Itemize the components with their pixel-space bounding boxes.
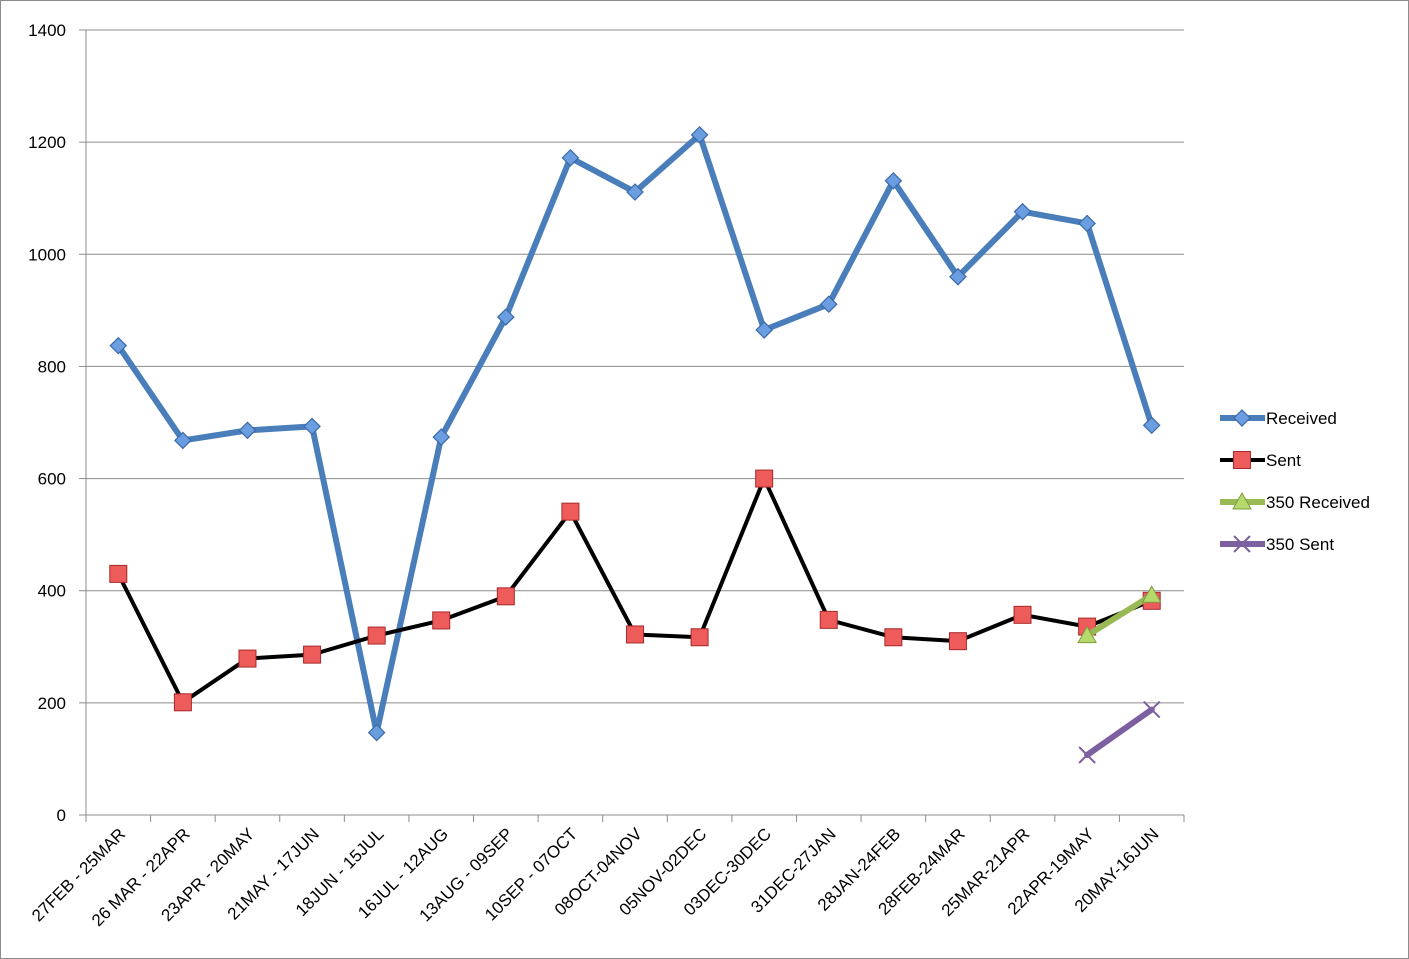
- legend-marker: [1232, 491, 1252, 510]
- data-point: [496, 587, 515, 606]
- data-point: [174, 431, 192, 450]
- legend-item: 350 Received: [1220, 491, 1370, 512]
- data-point: [755, 321, 774, 339]
- data-point: [1013, 202, 1032, 221]
- data-point: [432, 428, 451, 446]
- data-point: [755, 469, 774, 488]
- legend-item: Received: [1220, 409, 1337, 428]
- data-point: [884, 628, 903, 647]
- legend-marker: [1233, 535, 1251, 553]
- data-point: [626, 625, 644, 644]
- legend-label: 350 Received: [1266, 493, 1370, 512]
- data-point: [367, 626, 386, 645]
- data-point: [690, 628, 709, 647]
- data-point: [690, 126, 709, 144]
- data-point: [173, 693, 192, 712]
- y-tick-label: 1400: [28, 21, 66, 40]
- data-point: [1077, 625, 1097, 644]
- data-point: [819, 295, 838, 314]
- data-point: [819, 610, 838, 629]
- legend-marker: [1233, 409, 1251, 427]
- y-tick-label: 1000: [28, 245, 66, 264]
- data-point: [303, 417, 321, 436]
- data-point: [303, 645, 322, 664]
- data-point: [1078, 214, 1096, 233]
- series-350-sent: [1078, 700, 1161, 764]
- data-point: [884, 171, 903, 190]
- legend-label: Received: [1266, 409, 1337, 428]
- legend-item: 350 Sent: [1220, 535, 1334, 554]
- data-point: [496, 308, 515, 326]
- data-point: [626, 183, 644, 201]
- series-350-received: [1077, 585, 1162, 644]
- data-point: [1142, 416, 1161, 435]
- legend-marker: [1233, 451, 1251, 469]
- data-point: [561, 148, 580, 167]
- data-point: [238, 649, 257, 668]
- y-tick-label: 600: [38, 470, 66, 489]
- y-tick-label: 200: [38, 694, 66, 713]
- legend-item: Sent: [1220, 451, 1301, 470]
- data-point: [949, 267, 967, 286]
- y-tick-label: 0: [57, 806, 66, 825]
- series-received: [109, 126, 1161, 742]
- data-point: [1141, 585, 1162, 603]
- data-point: [367, 723, 386, 742]
- gridlines: [86, 29, 1184, 704]
- series-line: [1084, 706, 1155, 759]
- data-point: [432, 611, 451, 630]
- data-point: [1143, 700, 1161, 719]
- y-tick-label: 1200: [28, 133, 66, 152]
- legend-label: Sent: [1266, 451, 1301, 470]
- data-point: [1078, 746, 1096, 764]
- legend: Received Sent 350 Received 350 Sent: [1220, 409, 1370, 554]
- series-line: [1084, 592, 1155, 639]
- data-point: [948, 632, 967, 651]
- data-point: [1013, 605, 1032, 624]
- data-point: [238, 421, 257, 440]
- legend-label: 350 Sent: [1266, 535, 1334, 554]
- y-tick-label: 400: [38, 582, 66, 601]
- y-tick-label: 800: [38, 357, 66, 376]
- data-point: [109, 564, 128, 583]
- data-point: [109, 336, 128, 355]
- data-point: [561, 502, 580, 521]
- series-lines: [109, 126, 1162, 764]
